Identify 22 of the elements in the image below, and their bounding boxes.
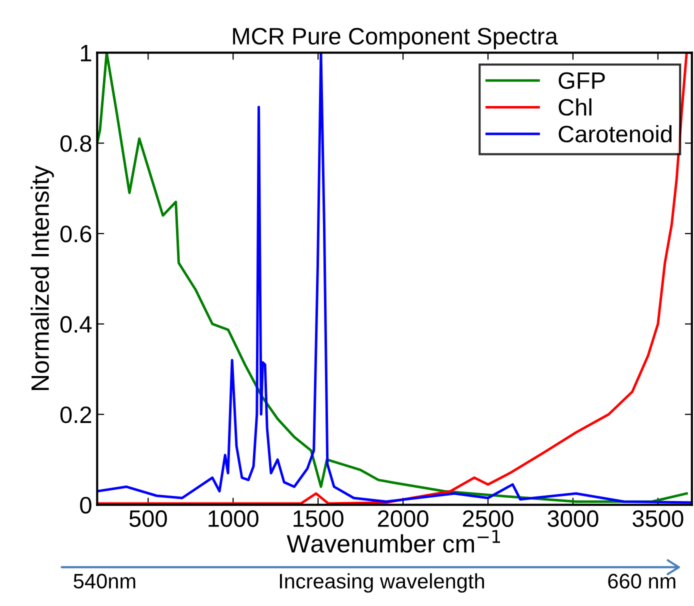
legend-label: Carotenoid [558,125,672,142]
y-tick-label: 1 [80,45,92,62]
x-tick-label: 3000 [548,510,598,527]
x-tick-label: 1000 [208,510,258,527]
legend-label: GFP [558,72,605,89]
y-axis-title: Normalized Intensity [30,166,54,390]
x-tick-label: 2500 [462,510,514,527]
text: Increasing wavelength [280,573,484,593]
x-tick-label: 2000 [378,510,428,527]
x-tick-label: 3500 [632,510,684,527]
chart-title: MCR Pure Component Spectra [233,28,558,50]
y-tick-label: 0.6 [60,226,92,242]
text: 540nm [74,574,136,589]
x-axis-title: Wavenumber cm$^{−1}$ [286,530,500,553]
x-tick-label: 500 [129,510,167,527]
y-tick-label: 0 [80,496,92,514]
y-tick-label: 0.4 [60,316,92,333]
x-tick-label: 1500 [294,510,344,527]
text: 660 nm [608,574,676,589]
y-tick-label: 0.8 [60,135,92,152]
legend-label: Chl [558,98,592,116]
y-tick-label: 0.2 [60,406,92,424]
